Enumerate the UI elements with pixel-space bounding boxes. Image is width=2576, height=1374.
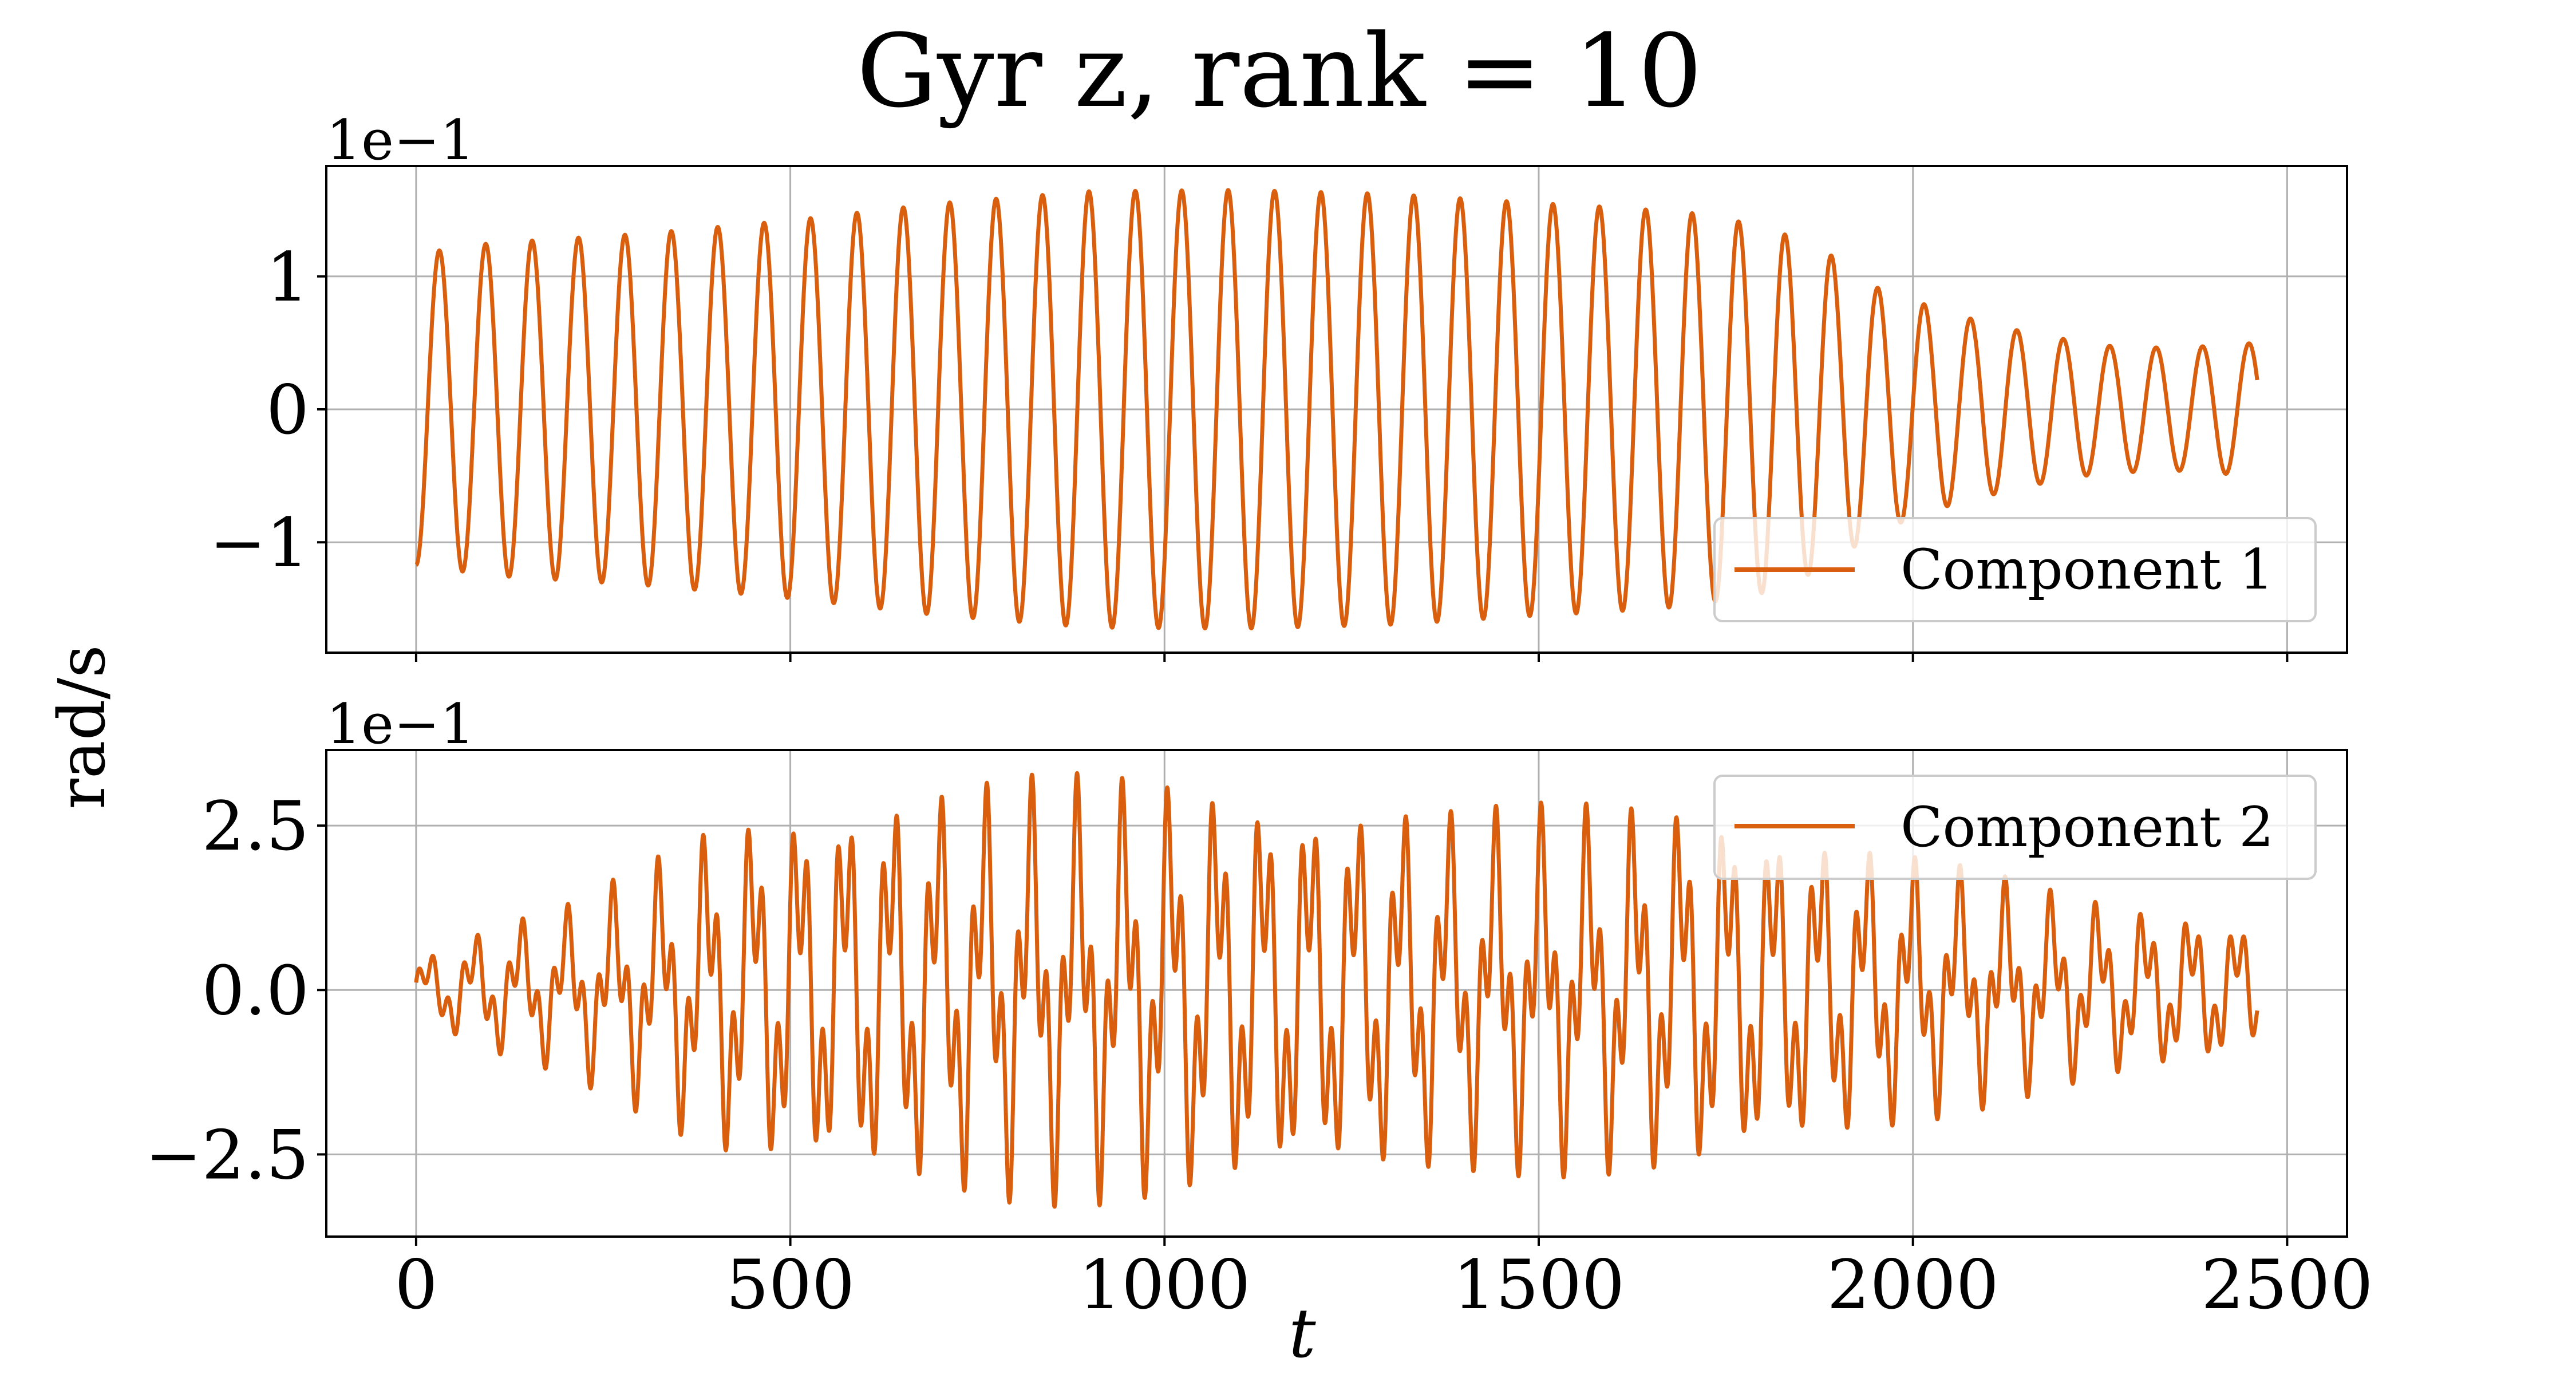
legend: Component 1 bbox=[1713, 517, 2317, 622]
x-tick-label: 1500 bbox=[1453, 1245, 1625, 1324]
offset-text: 1e−1 bbox=[326, 692, 475, 756]
subplot-component-1: −1 0 1 1e−1 Component 1 bbox=[210, 108, 2348, 662]
legend: Component 2 bbox=[1713, 775, 2317, 880]
y-axis-label: rad/s bbox=[45, 645, 120, 809]
x-tick-label: 1000 bbox=[1078, 1245, 1250, 1324]
series-line-group bbox=[414, 771, 2259, 1209]
series-line bbox=[414, 188, 2259, 631]
y-tick-label: −1 bbox=[210, 503, 309, 582]
legend-label: Component 2 bbox=[1901, 795, 2274, 859]
y-tick-label: 0.0 bbox=[202, 951, 309, 1030]
offset-text: 1e−1 bbox=[326, 108, 475, 172]
y-tick-label: −2.5 bbox=[145, 1115, 309, 1194]
x-tick-label: 2000 bbox=[1827, 1245, 1999, 1324]
x-tick-label: 2500 bbox=[2201, 1245, 2373, 1324]
y-tick-label: 0 bbox=[266, 370, 309, 449]
axes-frame bbox=[325, 749, 2348, 1238]
x-tick-label: 0 bbox=[394, 1245, 437, 1324]
y-tick-label: 2.5 bbox=[202, 787, 309, 866]
legend-label: Component 1 bbox=[1901, 538, 2274, 602]
legend-box bbox=[1713, 517, 2317, 622]
legend-box bbox=[1713, 775, 2317, 880]
series-line-group bbox=[414, 188, 2259, 631]
x-axis-label: t bbox=[1289, 1294, 1316, 1373]
series-line bbox=[414, 771, 2259, 1209]
chart-title: Gyr z, rank = 10 bbox=[856, 13, 1702, 130]
tick-group: −2.5 0.0 2.5 0 500 1000 1500 2000 2500 bbox=[145, 787, 2373, 1324]
tick-group: −1 0 1 bbox=[210, 238, 2289, 662]
x-tick-label: 500 bbox=[726, 1245, 855, 1324]
y-tick-label: 1 bbox=[266, 238, 309, 317]
subplot-component-2: −2.5 0.0 2.5 0 500 1000 1500 2000 2500 1e−1 Comp… bbox=[145, 692, 2373, 1324]
